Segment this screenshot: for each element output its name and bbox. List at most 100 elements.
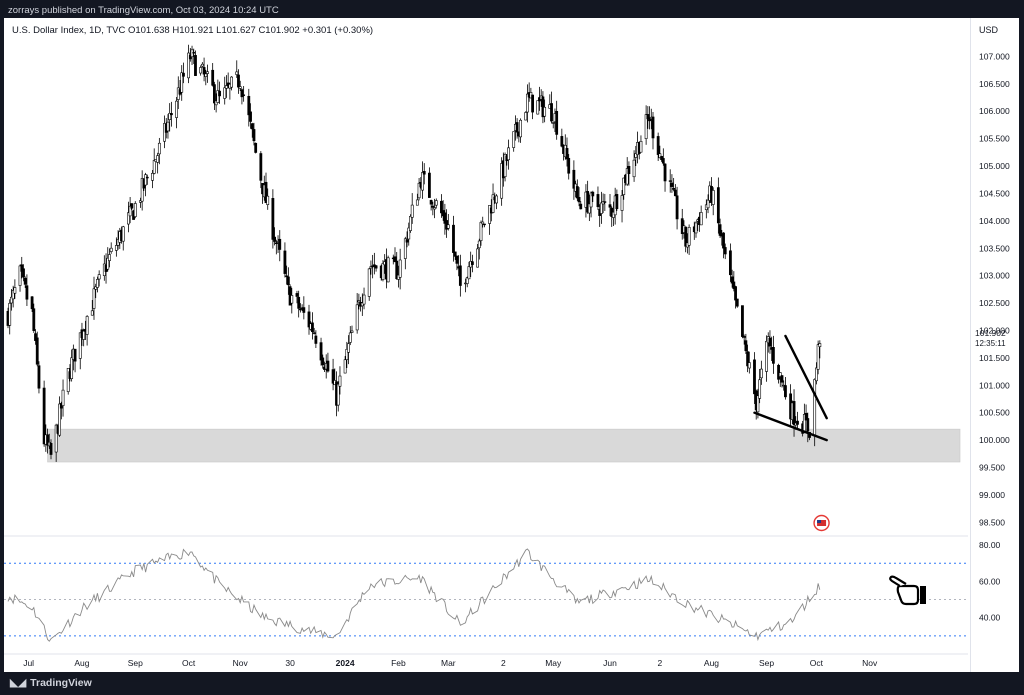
candle-body [338, 375, 342, 387]
candle-body [22, 268, 25, 278]
candle-body [670, 182, 674, 187]
price-axis[interactable]: USD 107.000 106.500 106.000 105.500 105.000 1… [951, 18, 1019, 672]
candle-body [434, 200, 438, 206]
price-tick-label: 102.000 [979, 325, 1010, 335]
candle-body [684, 226, 688, 247]
time-tick-label: Oct [810, 658, 824, 668]
candle-body [452, 224, 455, 253]
candle-body [311, 322, 314, 333]
time-tick-label: Mar [441, 658, 456, 668]
candle-body [443, 212, 447, 224]
candle-body [302, 307, 306, 313]
countdown-label: 12:35:11 [975, 339, 1006, 348]
candle-body [491, 194, 495, 213]
candle-body [503, 154, 507, 177]
wedge-line-upper [784, 334, 828, 420]
time-tick-label: 2 [658, 658, 663, 668]
candle-body [250, 123, 254, 130]
price-chart[interactable]: U.S. Dollar Index, 1D, TVC O101.638 H101… [4, 18, 970, 672]
candle-body [620, 195, 624, 211]
currency-label: USD [979, 25, 999, 35]
candle-body [699, 212, 703, 226]
candle-body [753, 359, 756, 395]
candle-body [634, 153, 638, 158]
candle-body [166, 121, 170, 132]
candle-body [298, 308, 302, 311]
wedge-line-lower [753, 411, 828, 442]
candle-body [759, 368, 763, 379]
footer-bar: ◣◢ TradingView [0, 672, 1024, 695]
candle-body [734, 286, 737, 301]
us-flag-canton [817, 520, 822, 523]
candle-body [175, 100, 178, 118]
candle-body [730, 276, 734, 284]
candle-body [264, 181, 268, 204]
candle-body [140, 178, 144, 202]
candle-body [550, 103, 553, 122]
candle-body [192, 52, 196, 54]
candle-body [722, 232, 725, 249]
hand-cuff [920, 586, 926, 604]
candle-body [455, 255, 459, 264]
candle-body [187, 52, 191, 79]
candle-body [780, 375, 784, 383]
candle-body [343, 359, 347, 374]
candle-body [331, 369, 335, 384]
candle-body [37, 365, 41, 389]
candle-body [321, 357, 325, 366]
time-tick-label: May [545, 658, 562, 668]
price-axis-svg: USD 107.000 106.500 106.000 105.500 105.000 1… [951, 25, 1010, 623]
time-tick-label: Feb [391, 658, 406, 668]
candle-body [381, 263, 385, 280]
candle-body [151, 172, 154, 181]
candle-body [586, 191, 590, 213]
price-tick-label: 106.000 [979, 106, 1010, 116]
candle-body [23, 277, 27, 285]
candle-body [85, 316, 89, 335]
candle-body [579, 203, 583, 210]
candle-body [596, 194, 600, 208]
candle-body [481, 221, 485, 225]
candle-body [673, 189, 677, 197]
candle-body [283, 250, 287, 274]
candle-body [218, 90, 221, 97]
candle-body [202, 67, 206, 75]
candle-body [728, 250, 732, 276]
hand-palm [896, 584, 920, 606]
candle-body [204, 73, 208, 77]
candle-body [128, 205, 132, 217]
price-tick-label: 99.000 [979, 490, 1005, 500]
candle-body [744, 340, 748, 352]
candle-body [543, 106, 547, 117]
time-tick-label: Jul [23, 658, 34, 668]
candle-body [741, 305, 744, 337]
candle-body [386, 257, 390, 283]
candle-body [152, 160, 156, 174]
candle-body [312, 332, 316, 334]
candle-body [663, 163, 667, 182]
candle-body [515, 122, 519, 133]
candle-body [109, 247, 113, 252]
candle-body [295, 293, 299, 297]
candle-body [290, 295, 294, 304]
candle-body [415, 199, 419, 206]
candle-body [252, 129, 256, 142]
candle-body [350, 330, 354, 333]
candle-body [247, 95, 251, 116]
candle-body [409, 216, 412, 231]
candle-body [133, 203, 137, 217]
time-tick-label: 2024 [336, 658, 355, 668]
candle-body [157, 142, 161, 155]
candle-body [555, 111, 559, 135]
candle-body [711, 190, 715, 205]
candle-body [575, 186, 579, 199]
candle-body [694, 222, 698, 234]
candle-body [814, 367, 818, 382]
candle-body [483, 223, 486, 226]
candle-body [536, 100, 540, 115]
candle-body [18, 265, 22, 286]
candle-body [271, 198, 275, 240]
price-tick-label: 105.500 [979, 134, 1010, 144]
chart-panel[interactable]: U.S. Dollar Index, 1D, TVC O101.638 H101… [4, 18, 970, 672]
candle-body [286, 276, 290, 286]
